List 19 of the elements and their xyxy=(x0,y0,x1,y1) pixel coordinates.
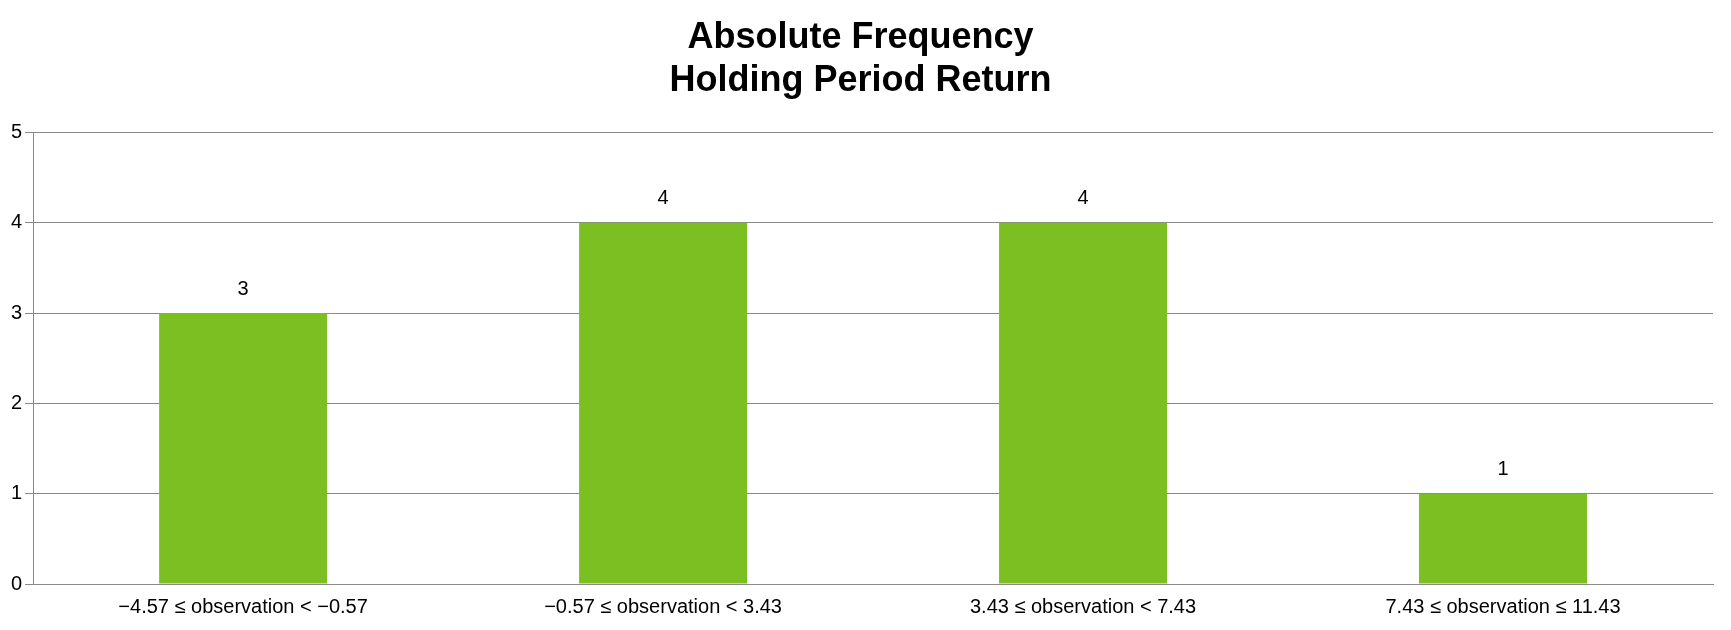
y-tick-label: 0 xyxy=(11,571,23,594)
y-tick-label: 1 xyxy=(11,481,23,504)
x-tick-label: 7.43 ≤ observation ≤ 11.43 xyxy=(1385,594,1621,617)
data-label: 1 xyxy=(1497,457,1509,480)
y-tick-label: 2 xyxy=(11,390,23,413)
data-label: 3 xyxy=(237,276,249,299)
y-tick-label: 3 xyxy=(11,300,23,323)
chart-title: Absolute Frequency Holding Period Return xyxy=(669,14,1052,99)
bar xyxy=(1419,493,1588,584)
data-label: 4 xyxy=(657,186,669,209)
y-tick-label: 4 xyxy=(11,210,23,233)
data-label: 4 xyxy=(1077,186,1089,209)
x-tick-label: −4.57 ≤ observation < −0.57 xyxy=(118,594,368,617)
bar xyxy=(159,313,328,584)
y-tick-label: 5 xyxy=(11,119,23,142)
bar xyxy=(999,222,1168,584)
x-tick-label: −0.57 ≤ observation < 3.43 xyxy=(544,594,782,617)
bar xyxy=(579,222,748,584)
x-tick-label: 3.43 ≤ observation < 7.43 xyxy=(969,594,1197,617)
